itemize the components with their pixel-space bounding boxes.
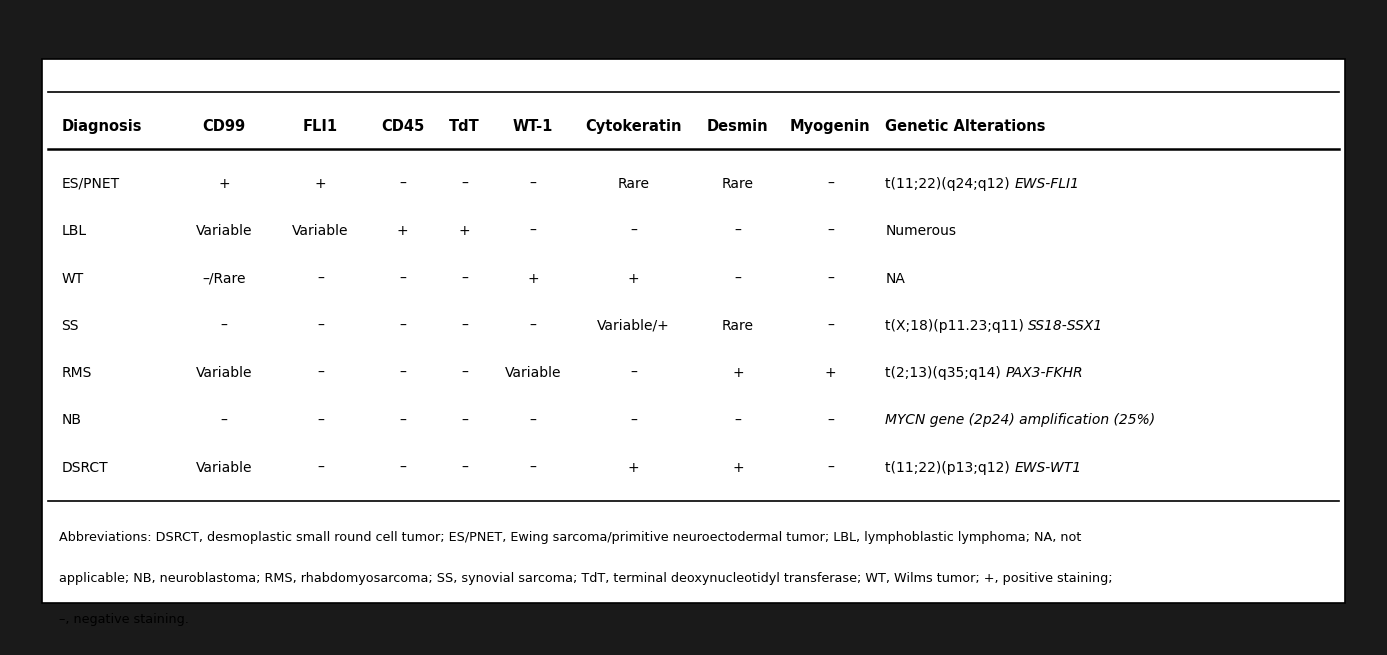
Text: –: – <box>318 319 325 333</box>
Text: +: + <box>527 272 540 286</box>
Text: –: – <box>827 413 834 428</box>
Text: –: – <box>399 177 406 191</box>
Text: –: – <box>318 413 325 428</box>
Text: –: – <box>630 366 637 380</box>
Text: Variable: Variable <box>196 224 252 238</box>
Text: MYCN gene (2p24) amplification (25%): MYCN gene (2p24) amplification (25%) <box>885 413 1155 428</box>
Text: Abbreviations: DSRCT, desmoplastic small round cell tumor; ES/PNET, Ewing sarcom: Abbreviations: DSRCT, desmoplastic small… <box>58 531 1080 544</box>
Text: –: – <box>318 460 325 475</box>
Text: –: – <box>530 224 537 238</box>
Text: –: – <box>462 460 469 475</box>
Text: Variable: Variable <box>505 366 562 380</box>
Text: –: – <box>221 319 227 333</box>
Text: WT: WT <box>61 272 83 286</box>
Text: t(11;22)(q24;q12): t(11;22)(q24;q12) <box>885 177 1014 191</box>
Text: Diagnosis: Diagnosis <box>61 119 141 134</box>
Text: –: – <box>630 224 637 238</box>
Text: –/Rare: –/Rare <box>203 272 245 286</box>
Text: –: – <box>827 177 834 191</box>
Text: Numerous: Numerous <box>885 224 956 238</box>
Text: Variable/+: Variable/+ <box>598 319 670 333</box>
Text: +: + <box>732 460 743 475</box>
Text: –: – <box>462 177 469 191</box>
Text: +: + <box>825 366 836 380</box>
Text: –: – <box>221 413 227 428</box>
Text: Cytokeratin: Cytokeratin <box>585 119 682 134</box>
Text: NB: NB <box>61 413 82 428</box>
Text: –: – <box>462 319 469 333</box>
Text: +: + <box>628 272 639 286</box>
Text: Variable: Variable <box>196 366 252 380</box>
Text: –: – <box>530 177 537 191</box>
Text: +: + <box>459 224 470 238</box>
Text: +: + <box>315 177 326 191</box>
Text: FLI1: FLI1 <box>302 119 338 134</box>
Text: TdT: TdT <box>449 119 480 134</box>
Text: Rare: Rare <box>721 177 753 191</box>
Text: CD99: CD99 <box>203 119 245 134</box>
Text: +: + <box>628 460 639 475</box>
Text: –: – <box>318 366 325 380</box>
Text: Genetic Alterations: Genetic Alterations <box>885 119 1046 134</box>
Text: EWS-FLI1: EWS-FLI1 <box>1014 177 1079 191</box>
Text: Variable: Variable <box>196 460 252 475</box>
Text: –: – <box>530 319 537 333</box>
Text: applicable; NB, neuroblastoma; RMS, rhabdomyosarcoma; SS, synovial sarcoma; TdT,: applicable; NB, neuroblastoma; RMS, rhab… <box>58 572 1112 585</box>
Text: –: – <box>462 413 469 428</box>
Text: –: – <box>734 272 741 286</box>
Text: NA: NA <box>885 272 906 286</box>
Text: t(11;22)(p13;q12): t(11;22)(p13;q12) <box>885 460 1014 475</box>
Text: –: – <box>399 460 406 475</box>
Text: t(2;13)(q35;q14): t(2;13)(q35;q14) <box>885 366 1006 380</box>
Text: SS: SS <box>61 319 79 333</box>
Text: DSRCT: DSRCT <box>61 460 108 475</box>
Text: –: – <box>530 413 537 428</box>
Text: –: – <box>399 272 406 286</box>
Text: LBL: LBL <box>61 224 86 238</box>
Text: –: – <box>630 413 637 428</box>
Text: –: – <box>827 224 834 238</box>
Text: PAX3-FKHR: PAX3-FKHR <box>1006 366 1083 380</box>
Text: –: – <box>399 413 406 428</box>
Text: –: – <box>827 272 834 286</box>
Text: +: + <box>397 224 409 238</box>
Text: –: – <box>530 460 537 475</box>
Text: Desmin: Desmin <box>707 119 768 134</box>
Text: RMS: RMS <box>61 366 92 380</box>
Text: Variable: Variable <box>293 224 350 238</box>
Text: –: – <box>827 460 834 475</box>
Text: Rare: Rare <box>617 177 649 191</box>
Text: –: – <box>399 366 406 380</box>
Text: EWS-WT1: EWS-WT1 <box>1014 460 1082 475</box>
Text: –: – <box>734 413 741 428</box>
Text: –: – <box>462 366 469 380</box>
Text: t(X;18)(p11.23;q11): t(X;18)(p11.23;q11) <box>885 319 1028 333</box>
Text: +: + <box>732 366 743 380</box>
Text: –, negative staining.: –, negative staining. <box>58 613 189 626</box>
Text: –: – <box>827 319 834 333</box>
Text: –: – <box>734 224 741 238</box>
Text: CD45: CD45 <box>381 119 424 134</box>
Text: ES/PNET: ES/PNET <box>61 177 119 191</box>
Text: –: – <box>399 319 406 333</box>
Text: WT-1: WT-1 <box>513 119 553 134</box>
Text: Rare: Rare <box>721 319 753 333</box>
Text: –: – <box>462 272 469 286</box>
Text: +: + <box>218 177 230 191</box>
Text: SS18-SSX1: SS18-SSX1 <box>1028 319 1104 333</box>
Text: Myogenin: Myogenin <box>791 119 871 134</box>
Text: –: – <box>318 272 325 286</box>
